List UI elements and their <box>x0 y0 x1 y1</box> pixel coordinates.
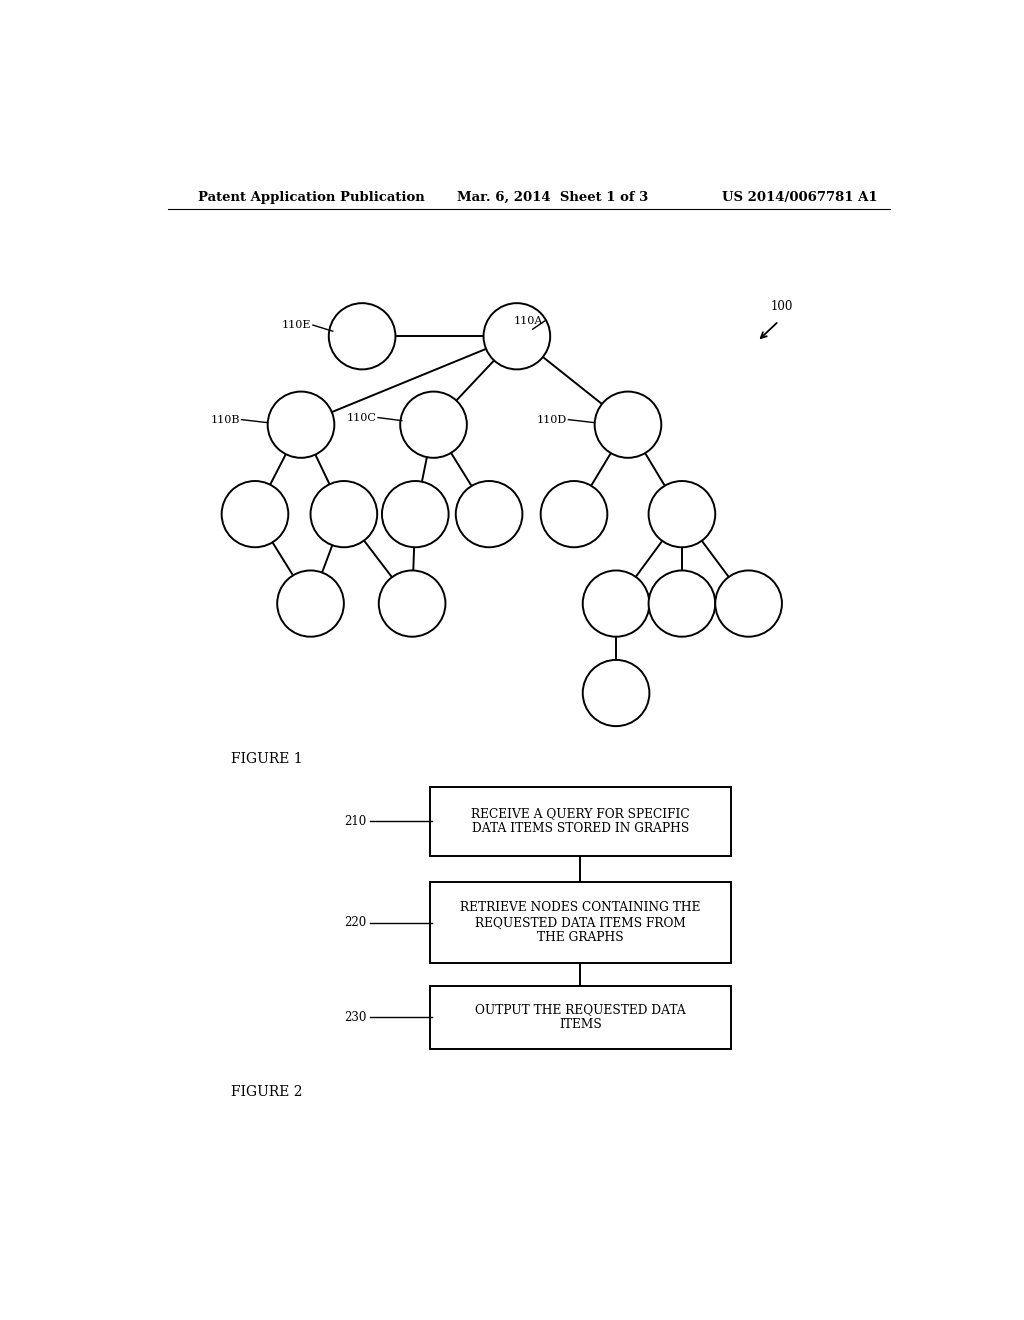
Ellipse shape <box>278 570 344 636</box>
Text: 110E: 110E <box>282 319 311 330</box>
Ellipse shape <box>267 392 335 458</box>
Ellipse shape <box>400 392 467 458</box>
Text: 210: 210 <box>344 814 367 828</box>
Ellipse shape <box>648 480 715 548</box>
Text: FIGURE 1: FIGURE 1 <box>231 752 303 766</box>
Text: RETRIEVE NODES CONTAINING THE
REQUESTED DATA ITEMS FROM
THE GRAPHS: RETRIEVE NODES CONTAINING THE REQUESTED … <box>460 902 700 944</box>
Ellipse shape <box>382 480 449 548</box>
Text: 220: 220 <box>344 916 367 929</box>
Ellipse shape <box>379 570 445 636</box>
Text: OUTPUT THE REQUESTED DATA
ITEMS: OUTPUT THE REQUESTED DATA ITEMS <box>475 1003 686 1031</box>
Text: 100: 100 <box>771 300 794 313</box>
Text: 110D: 110D <box>537 414 567 425</box>
Bar <box>430 882 731 964</box>
Bar <box>430 986 731 1049</box>
Ellipse shape <box>329 304 395 370</box>
Text: 230: 230 <box>344 1011 367 1024</box>
Ellipse shape <box>310 480 377 548</box>
Ellipse shape <box>716 570 782 636</box>
Ellipse shape <box>595 392 662 458</box>
Text: Mar. 6, 2014  Sheet 1 of 3: Mar. 6, 2014 Sheet 1 of 3 <box>458 190 648 203</box>
Ellipse shape <box>541 480 607 548</box>
Text: 110B: 110B <box>210 414 240 425</box>
Text: 110A: 110A <box>514 315 543 326</box>
Text: FIGURE 2: FIGURE 2 <box>231 1085 303 1100</box>
Ellipse shape <box>483 304 550 370</box>
Ellipse shape <box>648 570 715 636</box>
Text: US 2014/0067781 A1: US 2014/0067781 A1 <box>722 190 878 203</box>
Text: Patent Application Publication: Patent Application Publication <box>198 190 425 203</box>
Bar <box>430 787 731 855</box>
Ellipse shape <box>456 480 522 548</box>
Ellipse shape <box>583 570 649 636</box>
Ellipse shape <box>221 480 289 548</box>
Text: RECEIVE A QUERY FOR SPECIFIC
DATA ITEMS STORED IN GRAPHS: RECEIVE A QUERY FOR SPECIFIC DATA ITEMS … <box>471 807 690 836</box>
Text: 110C: 110C <box>346 413 377 422</box>
Ellipse shape <box>583 660 649 726</box>
